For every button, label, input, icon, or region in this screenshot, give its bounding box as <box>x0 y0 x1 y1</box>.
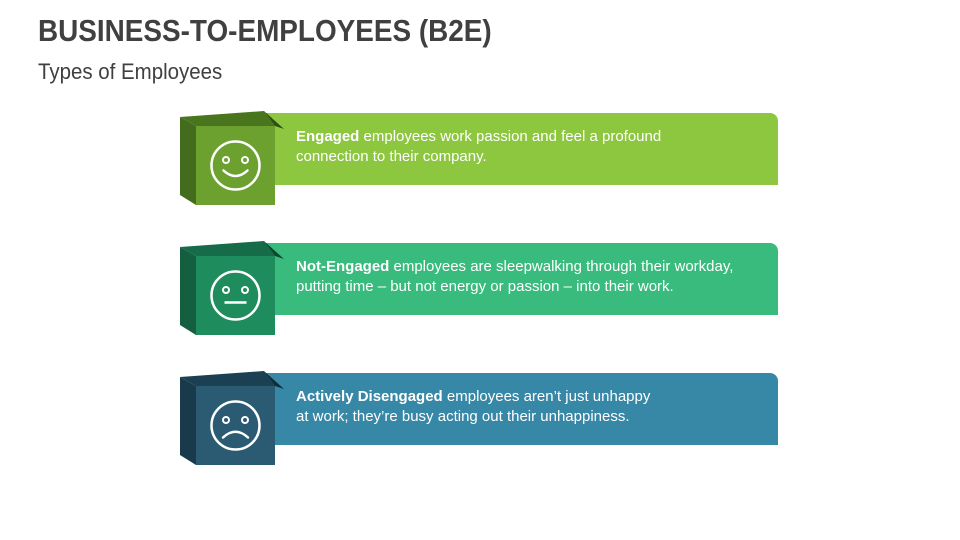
banner-text-line2: connection to their company. <box>296 148 487 165</box>
banner-text: employees work passion and feel a profou… <box>359 128 662 145</box>
banner-actively-disengaged: Actively Disengaged employees aren’t jus… <box>258 373 778 445</box>
banner-text-line2: at work; they’re busy acting out their u… <box>296 408 630 425</box>
banner-lead: Not-Engaged <box>296 258 390 275</box>
slide-subtitle: Types of Employees <box>38 59 223 84</box>
slide-title: BUSINESS-TO-EMPLOYEES (B2E) <box>38 13 492 48</box>
banner-engaged: Engaged employees work passion and feel … <box>258 113 778 185</box>
banner-text-line1: Engaged employees work passion and feel … <box>296 127 770 147</box>
happy-face-icon <box>180 111 284 205</box>
banner-text-line1: Not-Engaged employees are sleepwalking t… <box>296 257 770 277</box>
banner-text: employees are sleepwalking through their… <box>389 258 734 275</box>
employee-type-row-actively-disengaged: Actively Disengaged employees aren’t jus… <box>178 368 798 468</box>
banner-text-line1: Actively Disengaged employees aren’t jus… <box>296 387 770 407</box>
banner-lead: Actively Disengaged <box>296 388 443 405</box>
banner-text-line2: putting time – but not energy or passion… <box>296 278 674 295</box>
sad-face-icon <box>180 371 284 465</box>
employee-type-row-engaged: Engaged employees work passion and feel … <box>178 108 798 208</box>
neutral-face-icon <box>180 241 284 335</box>
employee-type-row-not-engaged: Not-Engaged employees are sleepwalking t… <box>178 238 798 338</box>
banner-text: employees aren’t just unhappy <box>442 388 651 405</box>
banner-not-engaged: Not-Engaged employees are sleepwalking t… <box>258 243 778 315</box>
banner-lead: Engaged <box>296 128 360 145</box>
